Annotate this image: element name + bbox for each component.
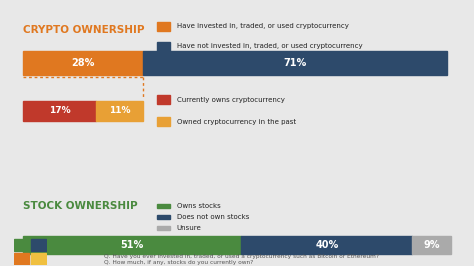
- Text: STOCK OWNERSHIP: STOCK OWNERSHIP: [23, 201, 138, 211]
- Text: Unsure: Unsure: [177, 225, 201, 231]
- Bar: [241, 236, 412, 254]
- Text: Owns stocks: Owns stocks: [177, 203, 220, 209]
- Text: 11%: 11%: [109, 106, 130, 115]
- Text: Q. Have you ever invested in, traded, or used a cryptocurrency such as Bitcoin o: Q. Have you ever invested in, traded, or…: [104, 254, 379, 259]
- Bar: [157, 204, 170, 207]
- Text: Have not invested in, traded, or used cryptocurrency: Have not invested in, traded, or used cr…: [177, 43, 363, 49]
- Bar: [157, 22, 170, 31]
- Text: Have invested in, traded, or used cryptocurrency: Have invested in, traded, or used crypto…: [177, 23, 349, 29]
- Bar: [31, 239, 46, 251]
- Text: 28%: 28%: [71, 58, 95, 68]
- Bar: [23, 236, 241, 254]
- Bar: [157, 95, 170, 104]
- Text: 40%: 40%: [315, 240, 338, 250]
- Text: Does not own stocks: Does not own stocks: [177, 214, 249, 220]
- Bar: [412, 236, 451, 254]
- Text: Currently owns cryptocurrency: Currently owns cryptocurrency: [177, 97, 285, 103]
- Bar: [23, 51, 143, 75]
- Text: Owned cryptocurrency in the past: Owned cryptocurrency in the past: [177, 119, 296, 125]
- Text: 17%: 17%: [49, 106, 70, 115]
- Bar: [157, 117, 170, 126]
- Bar: [157, 42, 170, 51]
- Bar: [157, 215, 170, 219]
- Bar: [31, 253, 46, 265]
- Bar: [14, 253, 29, 265]
- Text: 51%: 51%: [120, 240, 144, 250]
- Text: Q. How much, if any, stocks do you currently own?: Q. How much, if any, stocks do you curre…: [104, 260, 254, 265]
- Bar: [14, 239, 29, 251]
- Text: 71%: 71%: [283, 58, 306, 68]
- Bar: [96, 101, 143, 121]
- Bar: [143, 51, 447, 75]
- Text: 9%: 9%: [423, 240, 440, 250]
- Text: CRYPTO OWNERSHIP: CRYPTO OWNERSHIP: [23, 25, 145, 35]
- Bar: [157, 226, 170, 230]
- Bar: [23, 101, 96, 121]
